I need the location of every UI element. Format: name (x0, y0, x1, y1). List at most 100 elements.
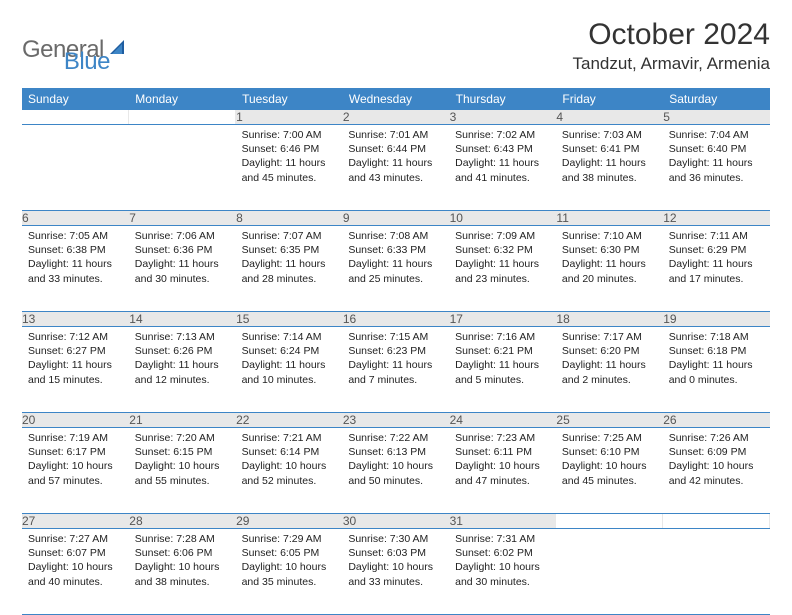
day-number: 30 (342, 514, 449, 529)
sunrise-text: Sunrise: 7:07 AM (242, 229, 337, 243)
sunset-text: Sunset: 6:46 PM (242, 142, 337, 156)
day-number: 26 (663, 413, 770, 428)
sunrise-text: Sunrise: 7:21 AM (242, 431, 337, 445)
sunrise-text: Sunrise: 7:31 AM (455, 532, 550, 546)
day-number: 3 (449, 110, 556, 125)
daynum-row: 2728293031 (22, 514, 770, 529)
daylight-text: Daylight: 11 hours and 23 minutes. (455, 257, 550, 285)
day-number: 28 (129, 514, 236, 529)
daylight-text: Daylight: 10 hours and 57 minutes. (28, 459, 123, 487)
sunrise-text: Sunrise: 7:00 AM (242, 128, 337, 142)
sunrise-text: Sunrise: 7:26 AM (669, 431, 764, 445)
sunset-text: Sunset: 6:13 PM (348, 445, 443, 459)
day-cell: Sunrise: 7:16 AMSunset: 6:21 PMDaylight:… (449, 327, 556, 413)
daylight-text: Daylight: 11 hours and 36 minutes. (669, 156, 764, 184)
day-number: 4 (556, 110, 663, 125)
logo-word2: Blue (64, 48, 110, 76)
sunset-text: Sunset: 6:23 PM (348, 344, 443, 358)
location: Tandzut, Armavir, Armenia (573, 54, 770, 74)
day-number: 24 (449, 413, 556, 428)
week-row: Sunrise: 7:00 AMSunset: 6:46 PM Daylight:… (22, 125, 770, 211)
daylight-text: Daylight: 11 hours and 17 minutes. (669, 257, 764, 285)
daylight-text: Daylight: 11 hours and 12 minutes. (135, 358, 230, 386)
sunset-text: Sunset: 6:05 PM (242, 546, 337, 560)
sunrise-text: Sunrise: 7:08 AM (348, 229, 443, 243)
daylight-text: Daylight: 11 hours and 43 minutes. (348, 156, 443, 184)
sunrise-text: Sunrise: 7:05 AM (28, 229, 123, 243)
day-number: 15 (236, 312, 343, 327)
day-cell: Sunrise: 7:02 AMSunset: 6:43 PMDaylight:… (449, 125, 556, 211)
sunset-text: Sunset: 6:10 PM (562, 445, 657, 459)
day-cell: Sunrise: 7:05 AMSunset: 6:38 PMDaylight:… (22, 226, 129, 312)
daynum-row: 12345 (22, 110, 770, 125)
sunrise-text: Sunrise: 7:17 AM (562, 330, 657, 344)
day-number: 2 (342, 110, 449, 125)
sunset-text: Sunset: 6:03 PM (348, 546, 443, 560)
sunset-text: Sunset: 6:09 PM (669, 445, 764, 459)
day-cell: Sunrise: 7:15 AMSunset: 6:23 PMDaylight:… (342, 327, 449, 413)
sunset-text: Sunset: 6:27 PM (28, 344, 123, 358)
sunrise-text: Sunrise: 7:16 AM (455, 330, 550, 344)
sunset-text: Sunset: 6:07 PM (28, 546, 123, 560)
day-number: 27 (22, 514, 129, 529)
day-header: Monday (129, 88, 236, 110)
daylight-text: Daylight: 11 hours and 30 minutes. (135, 257, 230, 285)
day-cell: Sunrise: 7:23 AMSunset: 6:11 PMDaylight:… (449, 428, 556, 514)
day-number: 13 (22, 312, 129, 327)
day-cell: Sunrise: 7:12 AMSunset: 6:27 PMDaylight:… (22, 327, 129, 413)
day-cell: Sunrise: 7:26 AMSunset: 6:09 PMDaylight:… (663, 428, 770, 514)
week-row: Sunrise: 7:27 AMSunset: 6:07 PMDaylight:… (22, 529, 770, 615)
sunset-text: Sunset: 6:35 PM (242, 243, 337, 257)
sunset-text: Sunset: 6:36 PM (135, 243, 230, 257)
logo: General Blue (22, 18, 110, 76)
day-cell: Sunrise: 7:14 AMSunset: 6:24 PMDaylight:… (236, 327, 343, 413)
day-cell: Sunrise: 7:13 AMSunset: 6:26 PMDaylight:… (129, 327, 236, 413)
sunset-text: Sunset: 6:06 PM (135, 546, 230, 560)
daylight-text: Daylight: 10 hours and 42 minutes. (669, 459, 764, 487)
daylight-text: Daylight: 10 hours and 52 minutes. (242, 459, 337, 487)
sunset-text: Sunset: 6:32 PM (455, 243, 550, 257)
daylight-text: Daylight: 11 hours and 28 minutes. (242, 257, 337, 285)
day-number: 12 (663, 211, 770, 226)
sunrise-text: Sunrise: 7:14 AM (242, 330, 337, 344)
day-number: 20 (22, 413, 129, 428)
day-cell: Sunrise: 7:27 AMSunset: 6:07 PMDaylight:… (22, 529, 129, 615)
daylight-text: Daylight: 10 hours and 45 minutes. (562, 459, 657, 487)
day-cell: Sunrise: 7:07 AMSunset: 6:35 PMDaylight:… (236, 226, 343, 312)
day-number: 29 (236, 514, 343, 529)
daylight-text: Daylight: 10 hours and 40 minutes. (28, 560, 123, 588)
daylight-text: Daylight: 10 hours and 55 minutes. (135, 459, 230, 487)
daylight-text: Daylight: 11 hours and 38 minutes. (562, 156, 657, 184)
daylight-text: Daylight: 11 hours and 25 minutes. (348, 257, 443, 285)
sunset-text: Sunset: 6:41 PM (562, 142, 657, 156)
day-number: 5 (663, 110, 770, 125)
day-cell: Sunrise: 7:28 AMSunset: 6:06 PMDaylight:… (129, 529, 236, 615)
day-cell: Sunrise: 7:01 AMSunset: 6:44 PMDaylight:… (342, 125, 449, 211)
day-cell: Sunrise: 7:03 AMSunset: 6:41 PMDaylight:… (556, 125, 663, 211)
day-cell: Sunrise: 7:10 AMSunset: 6:30 PMDaylight:… (556, 226, 663, 312)
calendar-table: Sunday Monday Tuesday Wednesday Thursday… (22, 88, 770, 615)
daylight-text: Daylight: 11 hours and 33 minutes. (28, 257, 123, 285)
daylight-text: Daylight: 10 hours and 30 minutes. (455, 560, 550, 588)
day-number: 21 (129, 413, 236, 428)
daynum-row: 20212223242526 (22, 413, 770, 428)
day-cell (663, 529, 770, 615)
sunrise-text: Sunrise: 7:15 AM (348, 330, 443, 344)
daylight-text: Daylight: 11 hours and 15 minutes. (28, 358, 123, 386)
sunset-text: Sunset: 6:40 PM (669, 142, 764, 156)
sunset-text: Sunset: 6:24 PM (242, 344, 337, 358)
day-cell (22, 125, 129, 211)
sunrise-text: Sunrise: 7:25 AM (562, 431, 657, 445)
day-cell: Sunrise: 7:19 AMSunset: 6:17 PMDaylight:… (22, 428, 129, 514)
sunrise-text: Sunrise: 7:06 AM (135, 229, 230, 243)
daylight-text: Daylight: 11 hours and 0 minutes. (669, 358, 764, 386)
day-number: 10 (449, 211, 556, 226)
title-block: October 2024 Tandzut, Armavir, Armenia (573, 18, 770, 74)
sunset-text: Sunset: 6:30 PM (562, 243, 657, 257)
day-header: Tuesday (236, 88, 343, 110)
day-number: 6 (22, 211, 129, 226)
logo-sail-icon (108, 38, 128, 63)
sunset-text: Sunset: 6:38 PM (28, 243, 123, 257)
day-number: 17 (449, 312, 556, 327)
day-cell: Sunrise: 7:21 AMSunset: 6:14 PMDaylight:… (236, 428, 343, 514)
